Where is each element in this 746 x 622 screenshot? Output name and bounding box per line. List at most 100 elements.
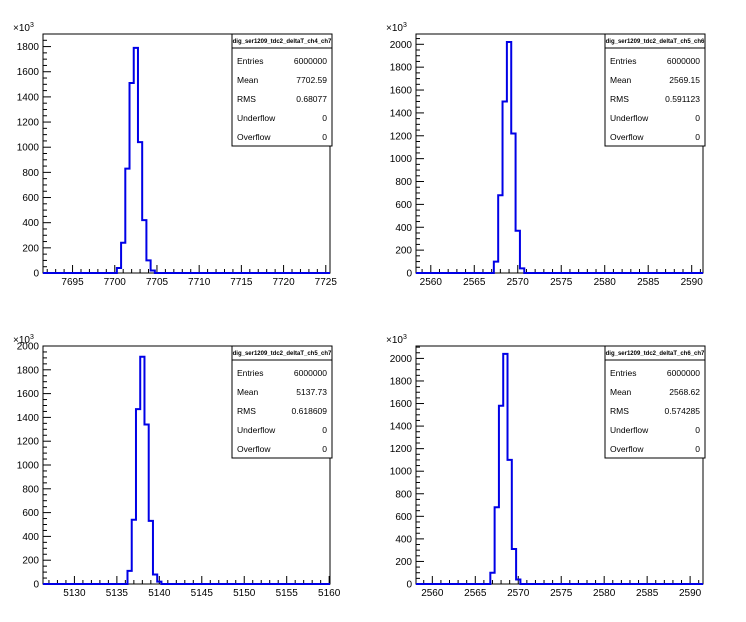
histogram-panel-4: 2560 2565 2570 2575 2580 2585 2590 0 200 400 600 80… [386,334,706,599]
x-tick-label: 7715 [230,277,253,288]
x-tick-label: 7720 [272,277,295,288]
y-tick-label: 600 [22,508,39,519]
x-tick-label: 2585 [637,277,660,288]
stats-label: RMS [610,94,629,104]
stats-value: 0 [322,425,327,435]
stats-label: Entries [237,368,263,378]
stats-label: Overflow [610,444,644,454]
stats-label: Mean [237,387,259,397]
y-tick-label: 800 [22,168,39,179]
x-tick-label: 7725 [315,277,338,288]
stats-value: 0.68077 [296,94,327,104]
y-tick-label: 1800 [390,63,413,74]
x-tick-label: 5160 [318,588,341,599]
histogram-outline [416,352,703,585]
x-tick-label: 2575 [550,588,573,599]
y-tick-label: 1400 [390,422,413,433]
stats-value: 2568.62 [669,387,700,397]
y-tick-label: 1600 [17,67,40,78]
y-tick-label: 600 [22,193,39,204]
stats-value: 0.574285 [665,406,701,416]
stats-label: RMS [237,406,256,416]
y-tick-label: 1600 [17,389,40,400]
stats-box-title: dig_ser1209_tdc2_deltaT_ch5_ch6 [606,39,705,45]
stats-value: 0 [695,113,700,123]
y-tick-label: 400 [395,534,412,545]
y-exponent-superscript: 3 [30,22,34,29]
stats-value: 0 [695,444,700,454]
stats-box-title: dig_ser1209_tdc2_deltaT_ch6_ch7 [606,351,705,357]
stats-value: 0.591123 [665,94,700,104]
x-tick-label: 2570 [507,277,530,288]
y-tick-label: 2000 [390,354,413,365]
x-tick-label: 5140 [148,588,171,599]
stats-value: 6000000 [667,368,700,378]
stats-label: Mean [610,75,632,85]
stats-label: Underflow [237,425,276,435]
y-tick-label: 0 [406,269,412,280]
y-tick-label: 1200 [17,118,40,129]
stats-value: 6000000 [294,368,327,378]
stats-value: 0.618609 [292,406,328,416]
y-tick-label: 1600 [390,399,413,410]
stats-label: Underflow [610,425,649,435]
stats-box-frame [604,33,706,147]
y-tick-label: 200 [395,246,412,257]
x-tick-label: 5135 [106,588,129,599]
x-tick-label: 2590 [679,588,702,599]
stats-label: Entries [610,56,636,66]
x-tick-label: 2590 [681,277,704,288]
x-tick-label: 2565 [463,277,486,288]
y-tick-label: 1200 [390,444,413,455]
y-exponent-label: ×103 [386,22,407,34]
x-tick-label: 2585 [636,588,659,599]
y-tick-label: 2000 [390,40,413,51]
y-tick-label: 1000 [17,461,40,472]
x-tick-label: 2575 [550,277,573,288]
y-tick-label: 800 [22,484,39,495]
y-tick-label: 1200 [390,131,413,142]
histogram-panel-1: 7695 7700 7705 7710 7715 7720 7725 0 200 400 600 80… [13,22,337,288]
stats-box: dig_ser1209_tdc2_deltaT_ch5_ch7 Entries 60… [231,345,333,459]
stats-value: 0 [322,444,327,454]
stats-label: Overflow [237,444,271,454]
stats-value: 2569.15 [669,75,700,85]
y-tick-label: 1000 [390,467,413,478]
x-tick-label: 2570 [507,588,530,599]
stats-label: Overflow [610,132,644,142]
stats-label: RMS [610,406,629,416]
y-tick-label: 1600 [390,86,413,97]
stats-box-frame [231,33,333,147]
stats-label: Underflow [237,113,276,123]
stats-value: 7702.59 [296,75,327,85]
stats-label: Entries [237,56,263,66]
stats-label: Entries [610,368,636,378]
y-exponent-superscript: 3 [403,334,407,341]
stats-label: Mean [237,75,259,85]
stats-box-frame [231,345,333,459]
y-tick-label: 200 [22,556,39,567]
y-tick-label: 1200 [17,437,40,448]
stats-box-title: dig_ser1209_tdc2_deltaT_ch4_ch7 [233,39,332,45]
y-tick-label: 800 [395,177,412,188]
stats-box-title: dig_ser1209_tdc2_deltaT_ch5_ch7 [233,351,332,357]
stats-box: dig_ser1209_tdc2_deltaT_ch6_ch7 Entries 60… [604,345,706,459]
x-tick-label: 7710 [188,277,211,288]
stats-value: 0 [322,113,327,123]
y-exponent-label: ×103 [386,334,407,346]
x-tick-label: 2560 [421,588,444,599]
y-tick-label: 600 [395,200,412,211]
y-tick-label: 1400 [17,92,40,103]
y-tick-label: 400 [22,532,39,543]
x-tick-label: 7705 [146,277,169,288]
histogram-panel-3: 5130 5135 5140 5145 5150 5155 5160 0 200 400 600 80… [13,334,341,599]
stats-label: RMS [237,94,256,104]
x-tick-label: 5155 [276,588,299,599]
x-tick-label: 7695 [61,277,84,288]
stats-value: 6000000 [667,56,700,66]
histogram-outline [43,355,330,585]
stats-box: dig_ser1209_tdc2_deltaT_ch5_ch6 Entries 60… [604,33,706,147]
y-exponent-superscript: 3 [403,22,407,29]
y-tick-label: 0 [33,580,39,591]
y-tick-label: 1400 [17,413,40,424]
